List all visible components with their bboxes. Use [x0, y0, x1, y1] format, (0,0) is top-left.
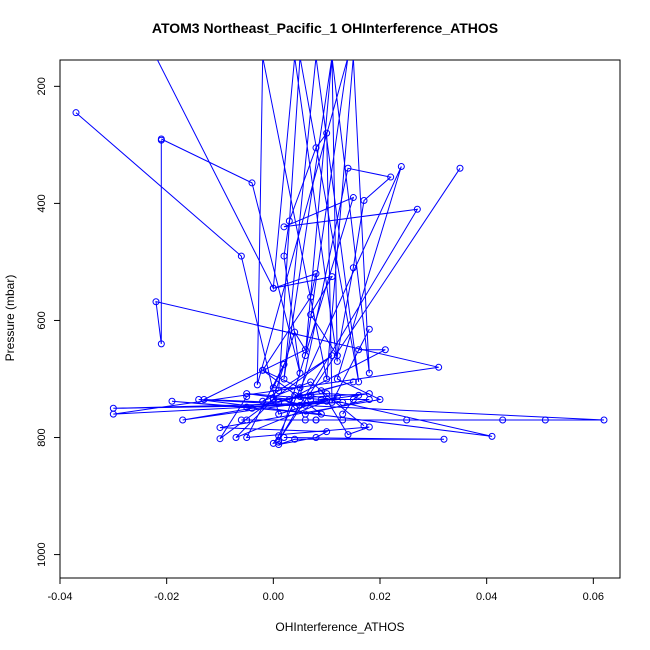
- data-point: [168, 397, 176, 405]
- data-point: [488, 432, 496, 440]
- series-line: [156, 60, 370, 391]
- data-point: [355, 346, 363, 354]
- data-point: [301, 352, 309, 360]
- data-point: [365, 395, 373, 403]
- data-point: [216, 435, 224, 443]
- data-point: [323, 390, 331, 398]
- x-tick-label: 0.02: [369, 591, 390, 603]
- chart-title: ATOM3 Northeast_Pacific_1 OHInterference…: [151, 20, 499, 36]
- data-point: [285, 395, 293, 403]
- data-point: [301, 410, 309, 418]
- series-line: [171, 355, 370, 440]
- data-point: [280, 360, 288, 368]
- x-tick-label: -0.02: [154, 591, 179, 603]
- series-layer: [72, 60, 608, 449]
- data-point: [387, 173, 395, 181]
- data-point: [499, 416, 507, 424]
- data-point: [317, 387, 325, 395]
- y-tick-label: 800: [36, 428, 48, 446]
- x-axis-label: OHInterference_ATHOS: [275, 620, 405, 634]
- data-point: [109, 404, 117, 412]
- data-point: [323, 375, 331, 383]
- data-point: [381, 346, 389, 354]
- data-point: [72, 109, 80, 117]
- data-point: [280, 375, 288, 383]
- y-axis-label: Pressure (mbar): [3, 274, 17, 362]
- data-point: [312, 416, 320, 424]
- series-line: [262, 167, 392, 415]
- data-point: [248, 179, 256, 187]
- data-point: [291, 391, 299, 399]
- data-point: [323, 397, 331, 405]
- data-point: [195, 395, 203, 403]
- data-point: [541, 416, 549, 424]
- data-point: [269, 284, 277, 292]
- y-tick-label: 600: [36, 311, 48, 329]
- data-point: [307, 378, 315, 386]
- y-tick-label: 200: [36, 77, 48, 95]
- data-point: [365, 369, 373, 377]
- data-point: [403, 416, 411, 424]
- y-tick-label: 400: [36, 194, 48, 212]
- data-point: [440, 435, 448, 443]
- data-point: [253, 381, 261, 389]
- x-tick-label: -0.04: [47, 591, 72, 603]
- data-point: [355, 378, 363, 386]
- data-point: [312, 434, 320, 442]
- data-point: [157, 135, 165, 143]
- data-point: [259, 397, 267, 405]
- data-point: [349, 378, 357, 386]
- data-point: [413, 205, 421, 213]
- data-point: [275, 387, 283, 395]
- data-point: [365, 325, 373, 333]
- data-point: [243, 403, 251, 411]
- data-point: [456, 164, 464, 172]
- x-tick-label: 0.00: [263, 591, 284, 603]
- series-line: [75, 112, 493, 438]
- plot-frame: [59, 59, 621, 579]
- data-point: [349, 395, 357, 403]
- data-point: [275, 441, 283, 449]
- data-point: [376, 395, 384, 403]
- data-point: [339, 410, 347, 418]
- data-point: [216, 424, 224, 432]
- data-point: [157, 340, 165, 348]
- axes: -0.04 -0.02 0.00 0.02 0.04 0.06 200 400 600 800 10…: [36, 77, 604, 603]
- data-point: [152, 298, 160, 306]
- data-point: [397, 163, 405, 171]
- data-point: [600, 416, 608, 424]
- x-tick-label: 0.06: [583, 591, 604, 603]
- data-point: [269, 384, 277, 392]
- data-point: [243, 434, 251, 442]
- data-point: [280, 223, 288, 231]
- data-point: [365, 423, 373, 431]
- data-point: [237, 252, 245, 260]
- data-point: [344, 431, 352, 439]
- y-tick-label: 1000: [36, 542, 48, 566]
- data-point: [333, 375, 341, 383]
- data-point: [243, 393, 251, 401]
- data-point: [291, 435, 299, 443]
- data-point: [355, 391, 363, 399]
- data-point: [323, 428, 331, 436]
- data-point: [232, 434, 240, 442]
- data-point: [296, 384, 304, 392]
- series-line: [113, 140, 605, 421]
- data-point: [333, 357, 341, 365]
- data-point: [179, 416, 187, 424]
- x-tick-label: 0.04: [476, 591, 497, 603]
- data-point: [435, 363, 443, 371]
- data-point: [349, 194, 357, 202]
- data-point: [200, 395, 208, 403]
- data-point: [317, 410, 325, 418]
- series-line: [161, 131, 386, 415]
